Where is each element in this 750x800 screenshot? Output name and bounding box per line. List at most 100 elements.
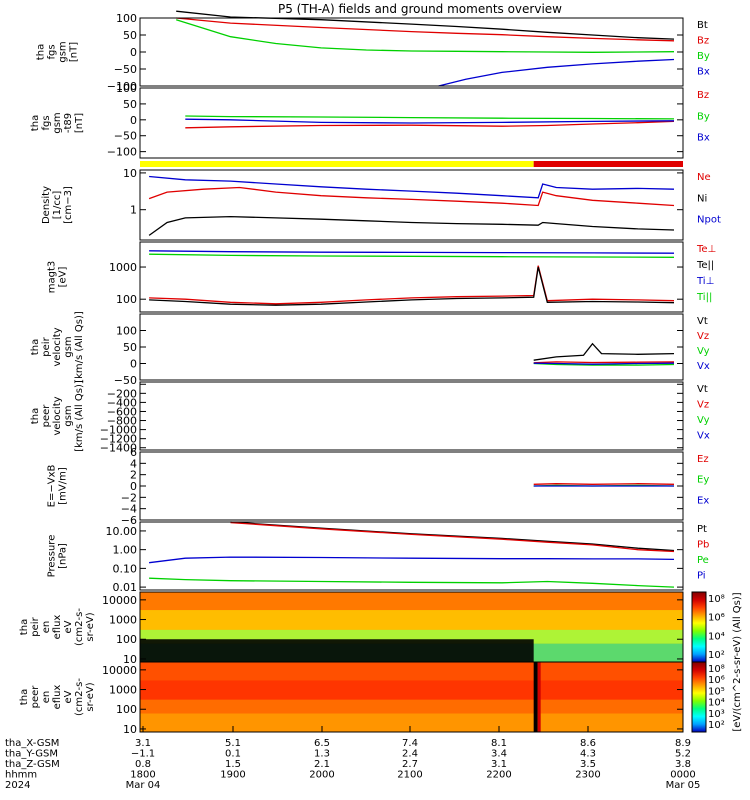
y-tick-label: −100 <box>107 80 137 93</box>
panel-peir_velocity: Vt Vz Vy Vx −50 0 50 100 thapeirvelocitygsm[km/s… <box>30 311 710 387</box>
y-axis-label-line: [km/s (All Qs)] <box>74 311 85 383</box>
panel-frame <box>139 661 684 733</box>
y-axis-label: thapeervelocitygsm[km/s (All Qs)] <box>30 380 85 452</box>
y-axis-label-line: gsm <box>52 112 63 133</box>
colorbar-tick-label: 10⁶ <box>708 613 725 624</box>
x-row-value: 2.1 <box>314 759 330 770</box>
y-axis-label-line: Pressure <box>47 535 58 578</box>
colorbar-tick-label: 10⁵ <box>708 686 725 697</box>
x-row-value: 5.2 <box>675 749 691 760</box>
y-axis-label-line: peir <box>30 616 41 636</box>
legend-Vt: Vt <box>697 384 708 395</box>
legend-Vz: Vz <box>697 400 709 411</box>
spectrogram-band <box>140 713 683 732</box>
y-axis-label-line: (cm2-s- <box>74 678 85 716</box>
legend-Bt: Bt <box>697 20 708 31</box>
y-tick-label: 0 <box>130 114 137 127</box>
y-axis-label-line: gsm <box>63 405 74 426</box>
y-axis-label: thafgsgsm-t89[nT] <box>30 112 85 133</box>
y-axis-label-line: sr-eV) <box>85 682 96 711</box>
x-row-value: 2100 <box>397 770 422 781</box>
series-Vy <box>533 362 675 366</box>
panel-frame <box>139 169 684 241</box>
series-Te⊥ <box>149 265 675 305</box>
y-tick-label: 10000 <box>102 664 137 677</box>
x-row-value: 1.5 <box>225 759 241 770</box>
y-axis-label-line: fgs <box>41 115 52 130</box>
panel-pressure: Pt Pb Pe Pi 0.01 0.10 1.00 10.00 Pressure[nPa] <box>47 521 709 594</box>
y-tick-label: −50 <box>114 63 137 76</box>
colorbar-tick-label: 10⁴ <box>708 698 725 709</box>
legend-Vy: Vy <box>697 346 710 357</box>
y-tick-label: 10000 <box>102 594 137 607</box>
y-axis-label-line: fgs <box>47 44 58 59</box>
y-tick-label: −600 <box>107 405 137 418</box>
y-axis-label: thapeerenefluxeV(cm2-s-sr-eV) <box>19 678 96 716</box>
y-tick-label: 100 <box>116 633 137 646</box>
y-axis-label-line: eV <box>63 620 74 633</box>
legend-Pt: Pt <box>697 524 707 535</box>
x-row-value: 2300 <box>575 770 600 781</box>
legend-Vz: Vz <box>697 331 709 342</box>
y-axis-label-line: [eV] <box>58 267 69 288</box>
series-Bx <box>438 58 675 87</box>
y-axis-label: Pressure[nPa] <box>47 535 69 578</box>
y-tick-label: 0 <box>130 480 137 493</box>
y-axis-label: magt3[eV] <box>47 261 69 294</box>
colorbar-tick-label: 10⁸ <box>708 594 725 605</box>
y-tick-label: 1000 <box>109 684 137 697</box>
colorbar-tick-label: 10⁴ <box>708 631 725 642</box>
legend-Te⊥: Te⊥ <box>696 244 716 255</box>
y-axis-label-line: peer <box>41 404 52 428</box>
y-tick-label: −800 <box>107 415 137 428</box>
series-Bz <box>176 17 675 42</box>
legend-Ni: Ni <box>697 193 707 204</box>
legend-Ez: Ez <box>697 454 709 465</box>
legend-Ey: Ey <box>697 475 709 486</box>
colorbar-label: [eV/(cm^2-s-sr-eV) (All Qs)] <box>732 592 743 731</box>
spectrogram-band <box>140 592 683 611</box>
y-tick-label: 0.01 <box>113 581 138 594</box>
series-Bx <box>185 118 675 124</box>
figure-title: P5 (TH-A) fields and ground moments over… <box>278 2 562 16</box>
panels: BtBzByBx−100−50050100thafgsgsm[nT]BzByBx… <box>19 10 725 736</box>
x-row-value: 6.5 <box>314 738 330 749</box>
x-row-value: 3.1 <box>135 738 151 749</box>
y-tick-label: 50 <box>123 98 137 111</box>
x-row-label: tha_X-GSM <box>5 738 59 749</box>
y-axis-label: Density[1/cc][cm−3] <box>41 186 74 224</box>
spectrogram-band <box>140 699 683 714</box>
x-row-value: 8.9 <box>675 738 691 749</box>
legend-Bz: Bz <box>697 36 709 47</box>
panel-peer_en_eflux: 10⁸10⁶10⁵10⁴10³10²10100100010000thapeere… <box>19 661 725 736</box>
y-tick-label: 100 <box>116 703 137 716</box>
y-tick-label: −1400 <box>100 442 137 455</box>
y-axis-label: thapeirvelocitygsm[km/s (All Qs)] <box>30 311 85 383</box>
colorbar-tick-label: 10⁶ <box>708 675 725 686</box>
y-tick-label: 0 <box>130 46 137 59</box>
series-Te|| <box>149 266 675 306</box>
y-axis-label: thapeirenefluxeV(cm2-s-sr-eV) <box>19 608 96 646</box>
series-Ne <box>148 186 675 207</box>
y-tick-label: 6 <box>130 446 137 459</box>
panel-fgs_gsm: Bt Bz By Bx −100 −50 0 50 100 thafgsgsm[nT] <box>36 10 710 93</box>
status-bar-red <box>533 161 683 167</box>
y-tick-label: 4 <box>130 457 137 470</box>
y-axis-label-line: eV <box>63 690 74 703</box>
panel-fgs_gsm_t89: Bz By Bx −100 −50 0 50 100 thafgsgsm-t89[nT] <box>30 82 710 159</box>
series-Ti⊥ <box>149 250 675 254</box>
x-row-value: 0.1 <box>225 749 241 760</box>
y-tick-label: 1000 <box>109 261 137 274</box>
x-row-value: 3.1 <box>491 759 507 770</box>
y-axis-label-line: [nT] <box>69 42 80 62</box>
y-axis-label-line: en <box>41 621 52 634</box>
y-axis-label-line: eflux <box>52 615 63 640</box>
y-axis-label-line: peir <box>41 336 52 356</box>
y-tick-label: 50 <box>123 29 137 42</box>
y-tick-label: 1000 <box>109 614 137 627</box>
legend-Ex: Ex <box>697 495 709 506</box>
y-axis-label-line: Density <box>41 186 52 224</box>
y-axis-label-line: tha <box>36 44 47 60</box>
